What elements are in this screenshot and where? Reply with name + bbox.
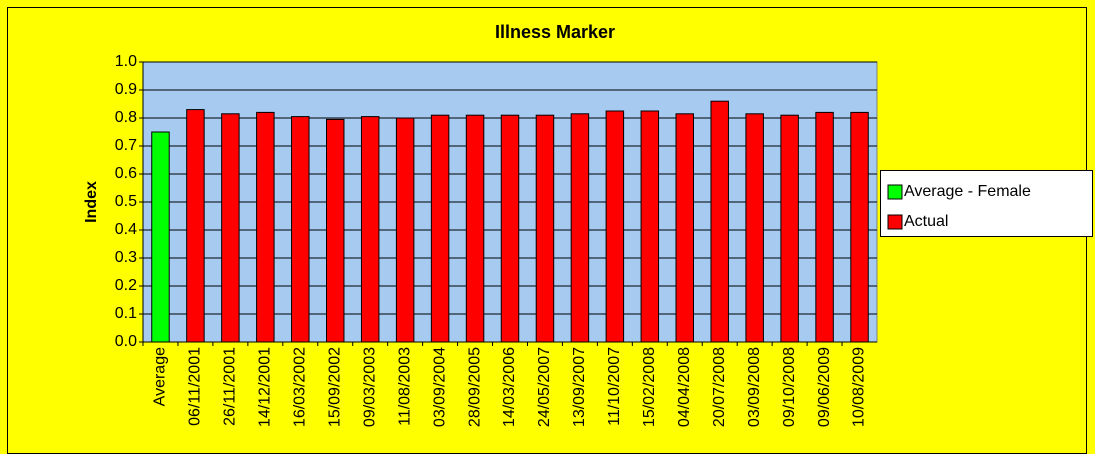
bar: [430, 114, 450, 343]
y-tick-label: 0.6: [115, 165, 137, 182]
bar: [395, 117, 415, 343]
x-tick-label: 04/04/2008: [676, 347, 693, 427]
bar: [675, 113, 694, 343]
x-tick-label: 16/03/2002: [292, 347, 309, 427]
x-tick-label: 14/12/2001: [257, 347, 274, 427]
y-tick-label: 0.0: [115, 333, 137, 350]
legend-swatch: [887, 214, 903, 230]
bar: [151, 131, 170, 343]
y-tick-label: 0.8: [115, 109, 137, 126]
y-tick-label: 0.4: [115, 221, 137, 238]
x-tick-label: 13/09/2007: [571, 347, 588, 427]
y-tick-label: 0.7: [115, 137, 137, 154]
bar: [500, 114, 520, 343]
bar: [850, 111, 869, 343]
bar: [221, 113, 240, 343]
legend-swatch: [887, 184, 903, 200]
chart-title: Illness Marker: [495, 22, 615, 42]
x-tick-label: 15/02/2008: [641, 347, 658, 427]
x-tick-label: 09/10/2008: [781, 347, 798, 427]
bar: [535, 114, 555, 343]
x-tick-label: 09/06/2009: [816, 347, 833, 427]
bar: [256, 111, 275, 343]
x-tick-label: 24/05/2007: [536, 347, 553, 427]
x-tick-label: 09/03/2003: [361, 347, 378, 427]
y-tick-label: 0.5: [115, 193, 137, 210]
bar: [640, 110, 660, 343]
y-axis-title: Index: [83, 181, 100, 223]
y-tick-label: 1.0: [115, 53, 137, 70]
bar: [710, 100, 729, 343]
x-tick-label: 06/11/2001: [187, 347, 204, 426]
legend: [880, 170, 1093, 237]
legend-label: Actual: [904, 213, 948, 230]
x-tick-label: 14/03/2006: [501, 347, 518, 427]
y-tick-label: 0.9: [115, 81, 137, 98]
x-tick-label: 28/09/2005: [466, 347, 483, 427]
y-tick-label: 0.2: [115, 277, 137, 294]
bar: [360, 116, 380, 343]
bar: [815, 111, 834, 343]
y-tick-label: 0.3: [115, 249, 137, 266]
x-tick-label: Average: [152, 347, 169, 406]
x-tick-label: 20/07/2008: [711, 347, 728, 427]
legend-label: Average - Female: [904, 183, 1031, 200]
bar: [745, 113, 764, 343]
bar: [605, 110, 625, 343]
x-tick-label: 15/09/2002: [326, 347, 343, 427]
x-tick-label: 10/08/2009: [851, 347, 868, 427]
bar: [186, 109, 205, 343]
x-tick-label: 11/10/2007: [606, 347, 623, 426]
x-tick-label: 03/09/2004: [431, 347, 448, 427]
y-tick-label: 0.1: [115, 305, 137, 322]
bar: [465, 114, 485, 343]
bar: [570, 113, 590, 343]
x-tick-label: 03/09/2008: [746, 347, 763, 427]
x-tick-label: 26/11/2001: [222, 347, 239, 426]
bar: [291, 116, 310, 343]
bar: [780, 114, 799, 343]
bar: [326, 118, 345, 343]
x-tick-label: 11/08/2003: [396, 347, 413, 426]
